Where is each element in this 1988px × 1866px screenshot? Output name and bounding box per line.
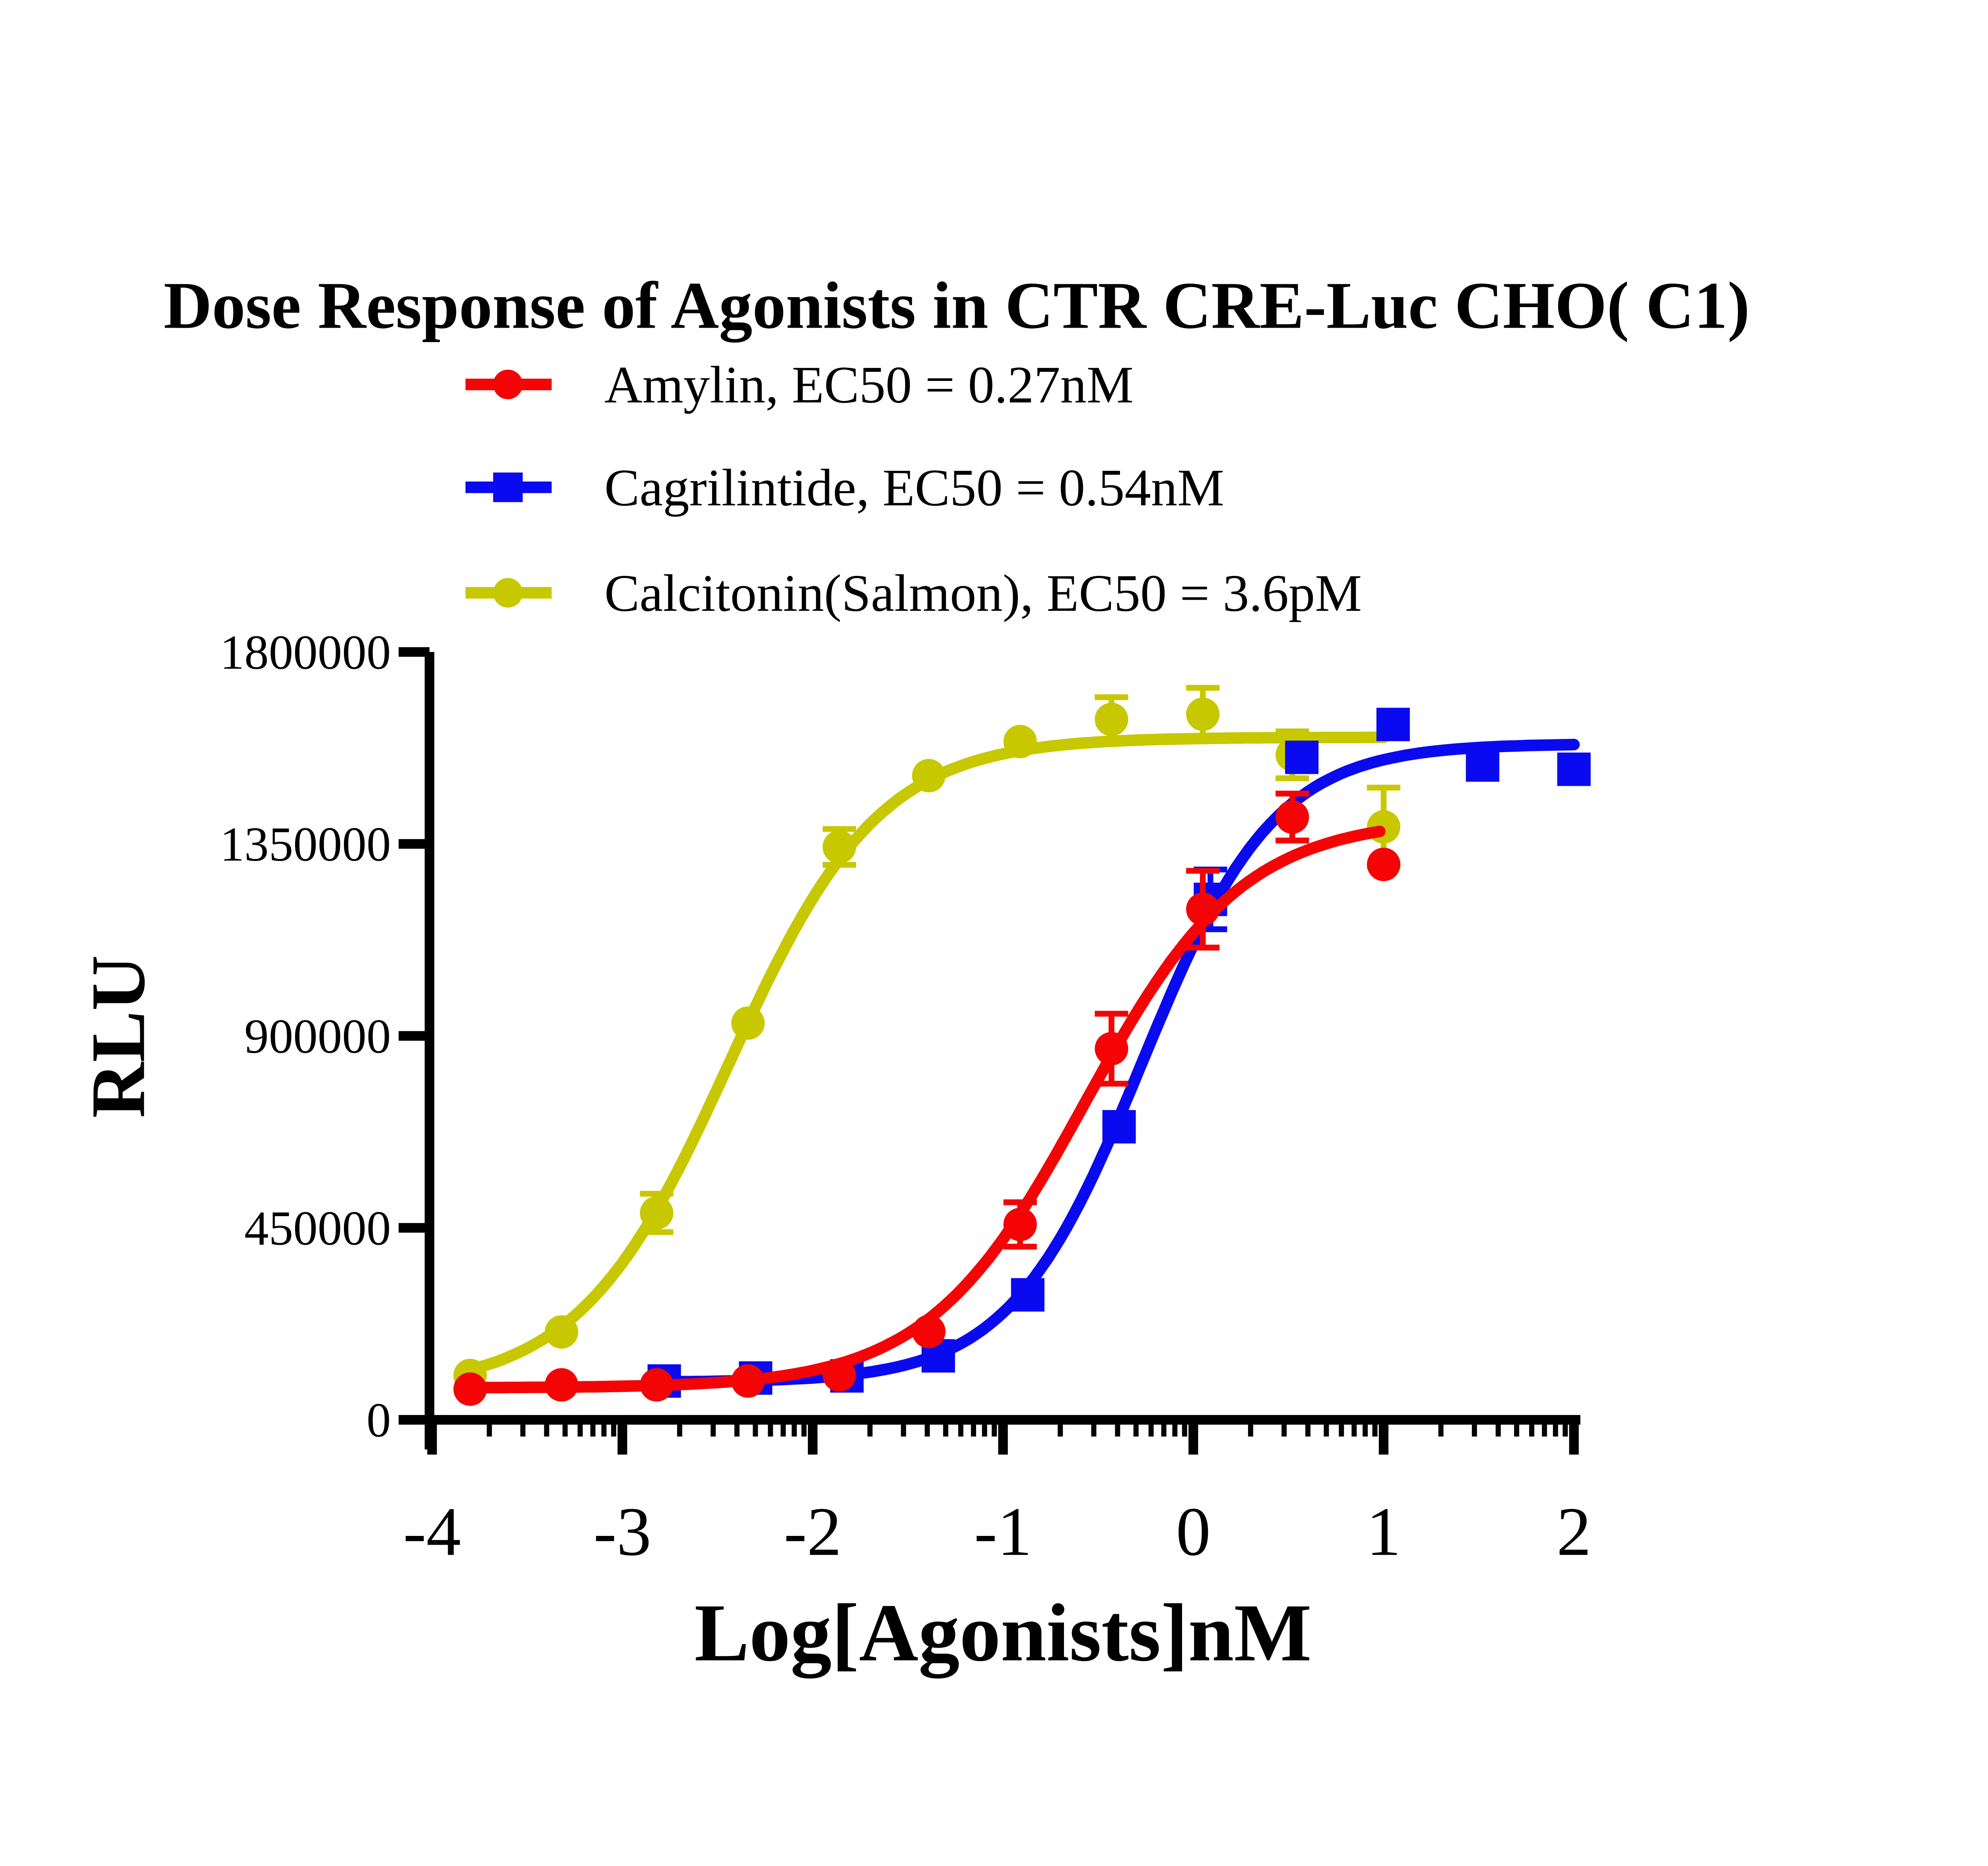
data-point-circle [1003,1207,1037,1241]
x-tick-label: -2 [784,1493,841,1570]
y-tick-label: 1800000 [220,625,391,679]
data-point-circle [912,1315,946,1349]
x-tick-label: -4 [403,1493,461,1570]
x-tick-label: 2 [1557,1493,1591,1570]
x-axis-title: Log[Agonists]nM [694,1587,1311,1679]
y-tick-label: 0 [367,1393,391,1447]
data-point-circle [1367,847,1400,881]
legend-label-calcitonin: Calcitonin(Salmon), EC50 = 3.6pM [604,564,1362,622]
axes: 0 450000 900000 1350000 1800000 -4 -3 -2 -1 0 1 2 [220,625,1591,1570]
data-point-circle [545,1368,579,1402]
data-point-circle [1186,697,1220,731]
data-point-circle [1095,1032,1128,1065]
legend-marker-square-cagrilintide [493,472,523,502]
legend-item-calcitonin: Calcitonin(Salmon), EC50 = 3.6pM [465,564,1362,622]
data-point-circle [640,1196,674,1230]
y-tick-label: 450000 [245,1201,391,1255]
data-point-square [1011,1278,1044,1312]
fit-curve [464,825,1386,1394]
data-point-circle [731,1006,765,1040]
legend-marker-circle-calcitonin [493,578,523,608]
y-tick-label: 1350000 [220,817,391,871]
data-point-square [1376,708,1410,741]
legend-item-amylin: Amylin, EC50 = 0.27nM [465,356,1134,414]
chart-title: Dose Response of Agonists in CTR CRE-Luc… [164,268,1750,342]
x-tick-label: 1 [1366,1493,1401,1570]
series-cagrilintide [647,708,1591,1398]
fit-curve [464,731,1390,1376]
x-tick-label: -3 [594,1493,651,1570]
data-point-circle [1276,800,1309,834]
data-point-square [1285,741,1319,774]
data-point-square [1557,752,1591,786]
y-tick-label: 900000 [245,1009,391,1063]
series-amylin [453,791,1400,1406]
data-point-circle [1003,725,1037,758]
data-point-square [1466,748,1499,782]
data-point-circle [453,1372,487,1406]
data-point-circle [1095,702,1128,736]
data-point-circle [822,1358,856,1392]
data-point-square [1102,1110,1136,1144]
plot-series [453,685,1591,1406]
series-calcitonin-salmon- [453,685,1400,1392]
data-point-circle [912,759,946,793]
legend-label-amylin: Amylin, EC50 = 0.27nM [604,356,1134,414]
data-point-circle [1186,892,1220,926]
legend-label-cagrilintide: Cagrilintide, EC50 = 0.54nM [604,459,1224,517]
legend-marker-circle-amylin [493,369,523,399]
x-tick-label: 0 [1176,1493,1211,1570]
data-point-circle [822,830,856,864]
y-axis-title: RLU [75,955,161,1118]
legend-item-cagrilintide: Cagrilintide, EC50 = 0.54nM [465,459,1224,517]
data-point-circle [731,1364,765,1398]
data-point-circle [545,1315,579,1349]
legend: Amylin, EC50 = 0.27nM Cagrilintide, EC50… [465,356,1362,622]
data-point-circle [640,1368,674,1402]
x-tick-label: -1 [974,1493,1032,1570]
